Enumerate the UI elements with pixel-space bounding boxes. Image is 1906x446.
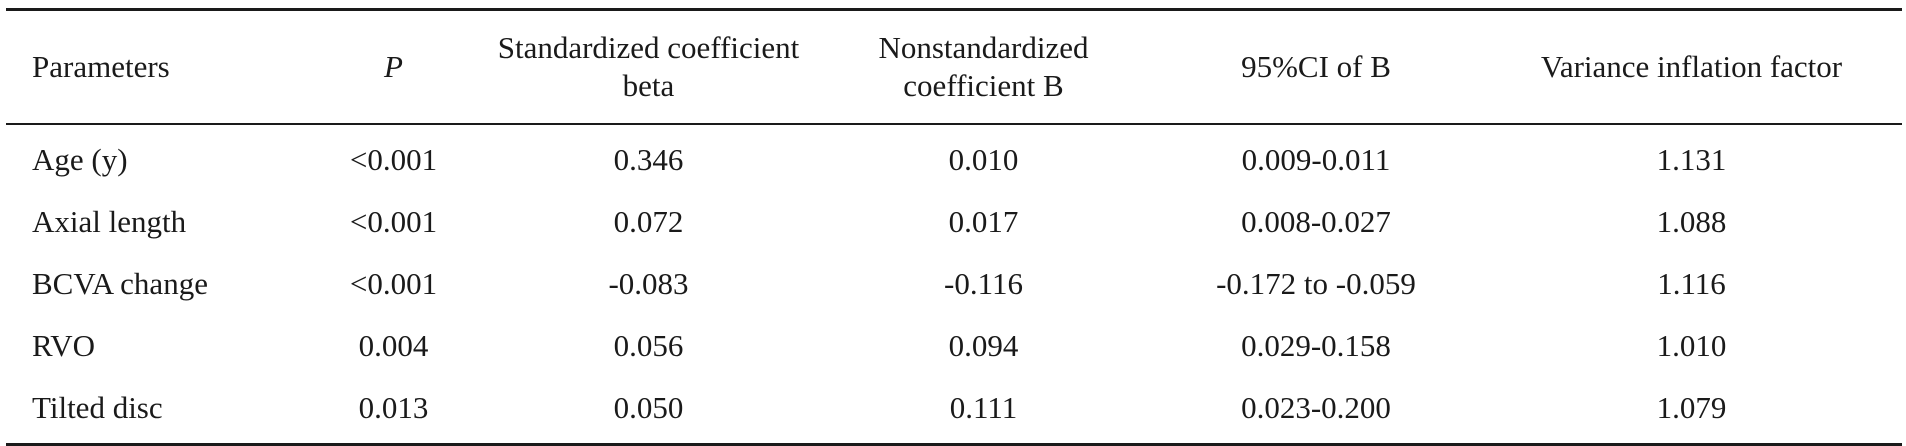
cell-vif: 1.088: [1656, 204, 1727, 239]
cell-standardized-beta: 0.346: [613, 142, 684, 177]
header-row: Parameters P Standardized coefficient be…: [6, 9, 1902, 125]
cell-ci-of-b: 0.009-0.011: [1241, 142, 1391, 177]
cell-standardized-beta: 0.056: [613, 328, 684, 363]
cell-vif: 1.131: [1656, 142, 1727, 177]
cell-p-value: <0.001: [349, 266, 438, 301]
cell-parameter: RVO: [32, 328, 95, 363]
cell-vif: 1.116: [1657, 266, 1726, 301]
cell-p-value: <0.001: [349, 142, 438, 177]
regression-table: Parameters P Standardized coefficient be…: [6, 8, 1902, 446]
cell-nonstandardized-b: 0.010: [948, 142, 1019, 177]
table-row: BCVA change <0.001 -0.083 -0.116 -0.172 …: [6, 253, 1902, 315]
table-row: Age (y) <0.001 0.346 0.010 0.009-0.011 1…: [6, 124, 1902, 191]
cell-nonstandardized-b: 0.094: [948, 328, 1019, 363]
table-row: Axial length <0.001 0.072 0.017 0.008-0.…: [6, 191, 1902, 253]
cell-parameter: Age (y): [32, 142, 128, 177]
header-ci-of-b: 95%CI of B: [1151, 9, 1481, 125]
cell-standardized-beta: 0.072: [613, 204, 684, 239]
cell-parameter: BCVA change: [32, 266, 208, 301]
cell-ci-of-b: 0.023-0.200: [1241, 390, 1391, 425]
cell-ci-of-b: 0.008-0.027: [1241, 204, 1391, 239]
cell-nonstandardized-b: -0.116: [944, 266, 1023, 301]
table-header: Parameters P Standardized coefficient be…: [6, 9, 1902, 125]
cell-nonstandardized-b: 0.017: [948, 204, 1019, 239]
header-nonstandardized-b: Nonstandardized coefficient B: [816, 9, 1151, 125]
header-vif: Variance inflation factor: [1481, 9, 1902, 125]
header-standardized-beta: Standardized coefficient beta: [481, 9, 816, 125]
cell-p-value: 0.013: [358, 390, 429, 425]
cell-ci-of-b: -0.172 to -0.059: [1216, 266, 1416, 301]
table-body: Age (y) <0.001 0.346 0.010 0.009-0.011 1…: [6, 124, 1902, 445]
cell-ci-of-b: 0.029-0.158: [1241, 328, 1391, 363]
header-parameters: Parameters: [6, 9, 306, 125]
cell-vif: 1.010: [1656, 328, 1727, 363]
cell-nonstandardized-b: 0.111: [949, 390, 1018, 425]
header-p-value: P: [306, 9, 481, 125]
cell-p-value: <0.001: [349, 204, 438, 239]
cell-standardized-beta: 0.050: [613, 390, 684, 425]
cell-parameter: Axial length: [32, 204, 187, 239]
table-row: RVO 0.004 0.056 0.094 0.029-0.158 1.010: [6, 315, 1902, 377]
cell-parameter: Tilted disc: [32, 390, 163, 425]
cell-vif: 1.079: [1656, 390, 1727, 425]
cell-standardized-beta: -0.083: [608, 266, 689, 301]
table-row: Tilted disc 0.013 0.050 0.111 0.023-0.20…: [6, 377, 1902, 445]
cell-p-value: 0.004: [358, 328, 429, 363]
